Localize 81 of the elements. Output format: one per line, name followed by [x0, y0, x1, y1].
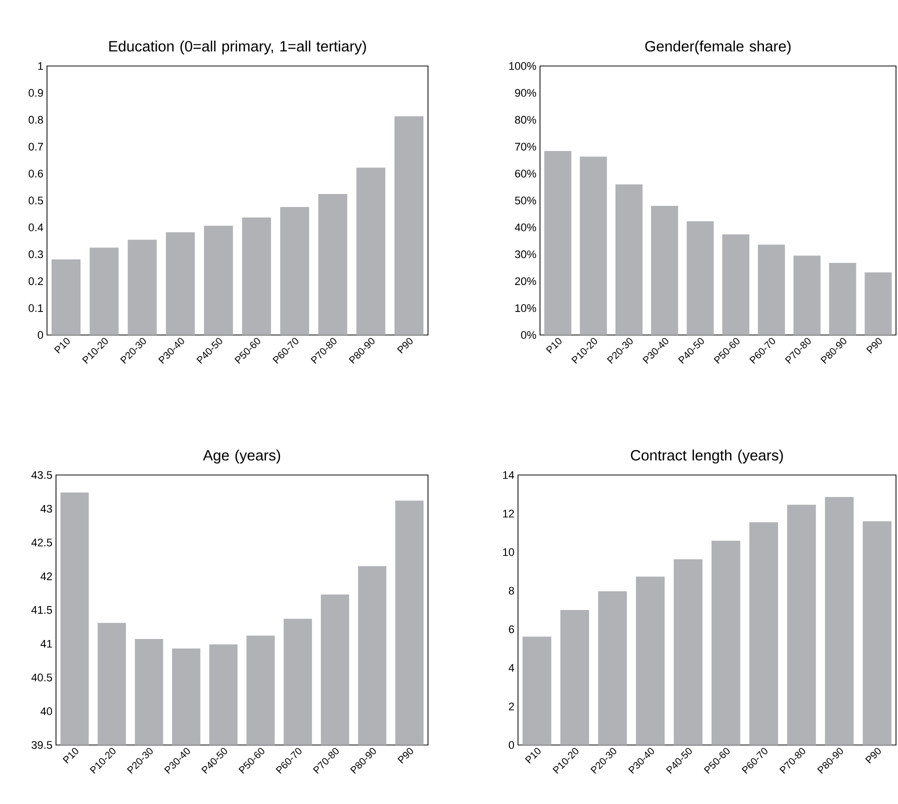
chart-title: Age (years) — [203, 450, 280, 464]
y-tick-label: 0.5 — [28, 196, 44, 204]
y-tick-label: 0.2 — [28, 277, 43, 286]
bar — [864, 272, 892, 335]
y-tick-label: 8 — [508, 586, 514, 595]
bar — [90, 248, 119, 335]
y-tick-label: 0.1 — [28, 304, 43, 312]
bar — [522, 636, 552, 745]
x-tick-label: P10 — [546, 338, 562, 354]
x-tick-label: P90 — [865, 748, 881, 764]
y-tick-label: 20% — [515, 277, 536, 286]
bar — [651, 206, 678, 335]
y-tick-label: 43.5 — [31, 471, 52, 479]
y-tick-label: 41 — [40, 640, 52, 648]
y-tick-label: 0.7 — [28, 142, 43, 151]
y-tick-label: 4 — [508, 664, 514, 672]
y-tick-label: 90% — [515, 89, 536, 97]
y-tick-label: 0.4 — [28, 224, 44, 232]
bar — [636, 576, 665, 745]
y-tick-label: 30% — [514, 250, 536, 258]
y-tick-label: 6 — [508, 625, 514, 634]
x-tick-label: P90 — [398, 748, 414, 764]
y-tick-label: 0% — [521, 331, 536, 339]
y-tick-label: 0.8 — [28, 116, 43, 124]
x-tick-label: P10 — [54, 338, 70, 354]
bar — [394, 116, 424, 335]
bar — [242, 217, 272, 335]
y-tick-label: 0.6 — [28, 170, 43, 178]
bar — [598, 591, 627, 745]
bar — [52, 259, 81, 335]
bar — [758, 244, 785, 335]
y-tick-label: 42.5 — [31, 538, 52, 546]
y-tick-label: 0.3 — [28, 250, 43, 258]
bar — [862, 521, 892, 745]
bar — [204, 226, 233, 335]
bar — [560, 610, 590, 745]
chart-title: Education (0=all primary, 1=all tertiary) — [109, 40, 366, 54]
y-tick-label: 0 — [508, 741, 514, 749]
y-tick-label: 1 — [38, 62, 43, 70]
bar — [356, 168, 386, 335]
bar — [318, 194, 348, 335]
bar — [674, 559, 702, 745]
y-tick-label: 10% — [515, 304, 536, 312]
bar — [544, 150, 572, 335]
x-tick-label: P10 — [62, 748, 78, 764]
y-tick-label: 42 — [40, 572, 52, 580]
y-tick-label: 39.5 — [32, 741, 52, 749]
y-tick-label: 50% — [514, 196, 536, 204]
y-tick-label: 43 — [40, 504, 52, 513]
y-tick-label: 40% — [514, 224, 536, 232]
bar — [580, 156, 607, 335]
bar — [829, 262, 856, 335]
bar — [686, 221, 714, 335]
y-tick-label: 0.9 — [28, 89, 43, 97]
y-tick-label: 40.5 — [31, 674, 52, 682]
y-tick-label: 2 — [508, 702, 514, 710]
y-tick-label: 12 — [503, 510, 514, 518]
bar — [166, 232, 195, 335]
y-tick-label: 41.5 — [31, 606, 52, 614]
bar — [749, 522, 778, 745]
x-tick-label: P90 — [397, 338, 413, 354]
bar — [615, 184, 643, 335]
y-tick-label: 14 — [503, 471, 514, 479]
bar — [722, 234, 750, 335]
bar — [793, 256, 821, 335]
y-tick-label: 80% — [515, 116, 536, 124]
bar — [787, 504, 816, 745]
y-tick-label: 60% — [515, 170, 536, 178]
y-tick-label: 70% — [515, 142, 536, 151]
chart-title: Contract length (years) — [630, 450, 783, 464]
x-tick-label: P90 — [866, 338, 882, 354]
x-tick-label: P10 — [525, 748, 541, 764]
y-tick-label: 40 — [40, 707, 52, 716]
bar — [712, 540, 740, 745]
bar — [824, 496, 854, 745]
y-tick-label: 100% — [509, 62, 536, 70]
chart-title: Gender(female share) — [645, 40, 791, 54]
y-tick-label: 10 — [503, 548, 514, 556]
bar — [280, 206, 310, 335]
y-tick-label: 0 — [38, 331, 44, 339]
bar — [128, 240, 157, 335]
